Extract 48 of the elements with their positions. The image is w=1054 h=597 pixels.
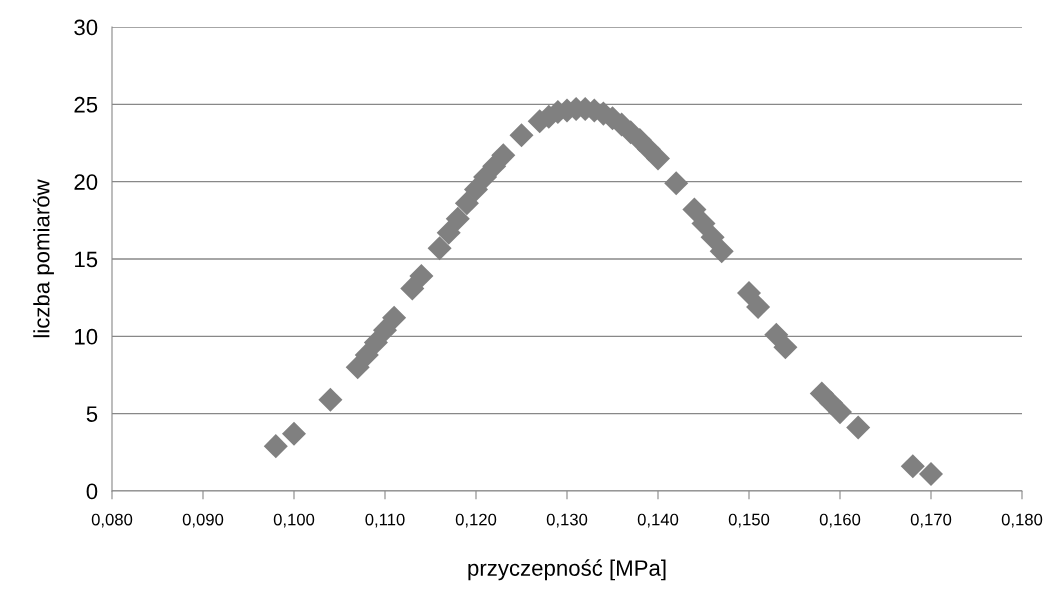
x-tick-label: 0,110 <box>365 513 405 528</box>
x-tick-label: 0,150 <box>728 513 770 528</box>
point <box>436 220 461 245</box>
point <box>372 318 398 343</box>
x-tick-label: 0,090 <box>182 513 224 528</box>
point <box>918 461 944 487</box>
point <box>463 177 489 202</box>
point <box>281 421 307 446</box>
point <box>827 400 853 425</box>
x-tick-label: 0,160 <box>819 513 861 528</box>
y-tick-label: 25 <box>74 96 98 113</box>
x-tick-label: 0,130 <box>546 513 588 528</box>
x-tick-label: 0,140 <box>637 513 679 528</box>
point <box>318 387 343 412</box>
y-tick-label: 20 <box>74 174 98 190</box>
point <box>709 239 734 264</box>
point <box>691 211 716 236</box>
point <box>263 434 288 459</box>
point <box>645 146 671 171</box>
y-tick-label: 15 <box>75 251 98 268</box>
y-axis-title: liczba pomiarów <box>32 179 54 338</box>
x-tick-label: 0,180 <box>1001 513 1043 528</box>
point <box>509 123 534 148</box>
point <box>664 171 689 196</box>
point <box>746 294 771 319</box>
point <box>773 335 798 360</box>
point <box>382 305 407 330</box>
x-tick-label: 0,100 <box>273 513 315 528</box>
point <box>454 191 479 216</box>
x-tick-label: 0,170 <box>910 513 952 528</box>
y-tick-label: 5 <box>86 406 98 422</box>
point <box>409 263 434 289</box>
x-tick-label: 0,120 <box>455 513 497 528</box>
y-tick-label: 30 <box>74 19 98 36</box>
point <box>445 206 470 231</box>
point <box>846 415 871 440</box>
point <box>354 342 379 367</box>
point <box>400 276 425 301</box>
point <box>427 236 452 261</box>
point <box>491 143 516 168</box>
y-tick-label: 0 <box>86 483 98 500</box>
x-tick-label: 0,080 <box>91 513 133 528</box>
point <box>700 225 725 250</box>
y-tick-label: 10 <box>75 328 98 345</box>
x-axis-title: przyczepność [MPa] <box>468 559 666 581</box>
point <box>736 281 762 306</box>
point <box>900 454 925 479</box>
point <box>682 197 707 222</box>
